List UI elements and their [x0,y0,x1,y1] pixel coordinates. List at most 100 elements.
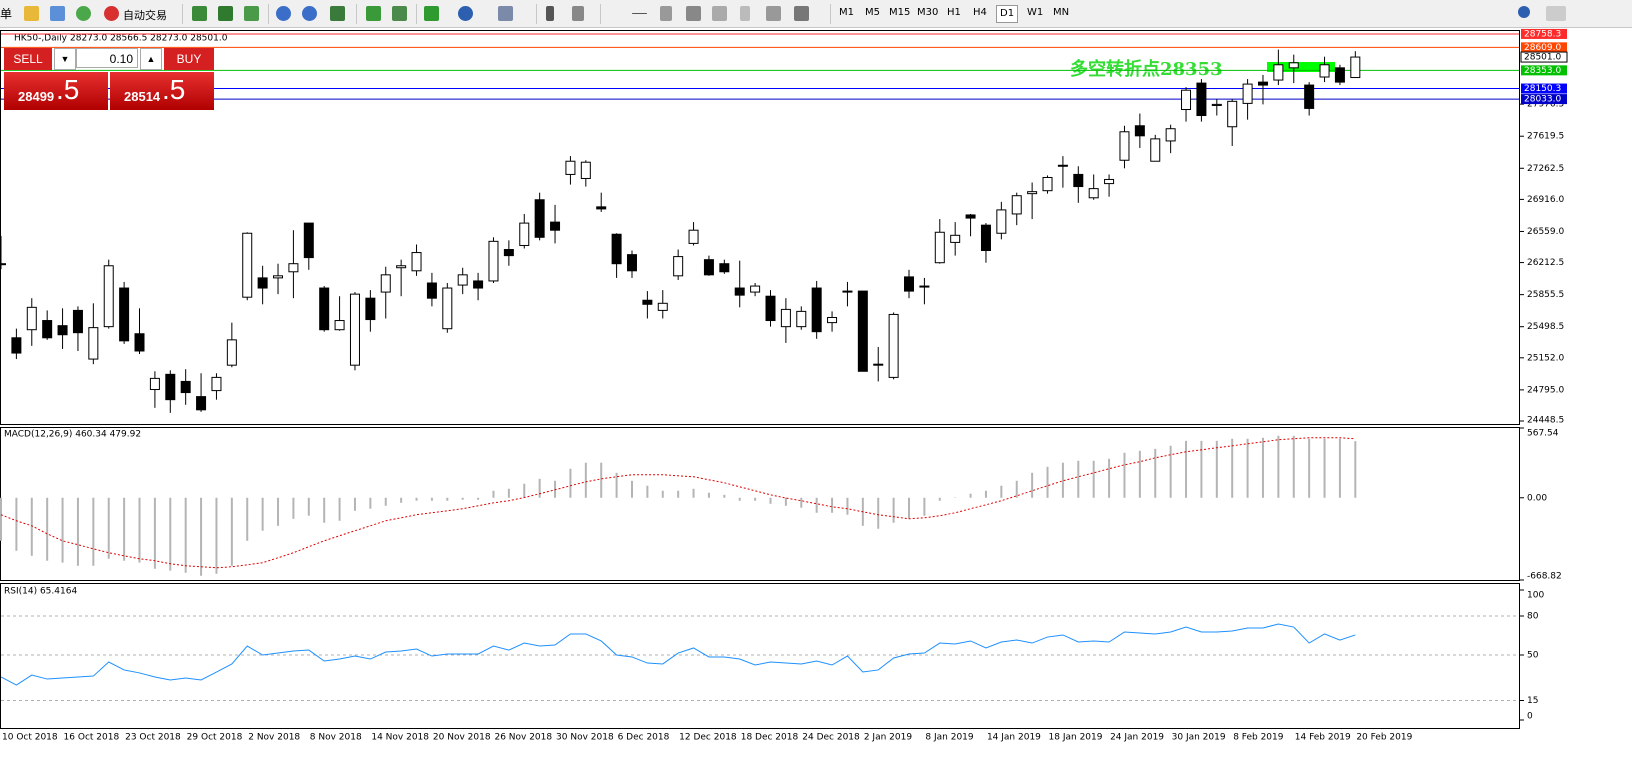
icon[interactable] [424,6,439,21]
candle-body [1211,103,1222,106]
timeframe[interactable]: M5 [865,7,880,18]
icon[interactable] [458,6,473,21]
x-tick-label: 14 Jan 2019 [987,733,1041,743]
candle-body [950,234,961,243]
candle-body [750,285,761,293]
y-tick-label: 24448.5 [1527,416,1564,426]
icon[interactable] [766,6,781,21]
x-tick-label: 8 Jan 2019 [925,733,973,743]
search[interactable] [1518,6,1530,18]
candle-body [11,337,22,354]
icon[interactable] [330,6,345,21]
icon[interactable] [24,6,39,21]
y-tick-label: 100 [1527,591,1544,601]
candle-body [488,240,499,282]
x-tick-label: 30 Jan 2019 [1172,733,1226,743]
icon[interactable] [712,6,727,21]
candle-body [1273,64,1284,81]
candle-body [596,206,607,210]
x-tick-label: 26 Nov 2018 [494,733,552,743]
candle-body [888,313,899,378]
price-label-box [1521,28,1567,39]
auto-trading[interactable]: 自动交易 [123,9,167,22]
icon[interactable] [392,6,407,21]
icon[interactable] [632,13,647,14]
timeframe[interactable]: M1 [839,7,854,18]
candle-body [873,363,884,366]
signal-line [0,437,1356,569]
ask-box[interactable]: 28514 .5 [110,72,214,110]
y-tick-label: -668.82 [1527,572,1562,582]
icon[interactable] [572,6,584,21]
candle-body [226,339,237,366]
y-tick-label: 26212.5 [1527,258,1564,268]
icon[interactable] [76,6,91,21]
menu-label[interactable]: 单 [0,7,13,21]
candle-body [257,277,268,289]
y-tick-label: 567.54 [1527,429,1559,439]
price-label: 28353.0 [1524,66,1561,76]
timeframe[interactable]: H1 [947,7,961,18]
candle-body [0,263,6,266]
timeframe[interactable]: M30 [917,7,939,18]
toolbar: 单 自动交易 M1 M5 M15 M30 H1 H4 D1 W1 MN [0,0,1632,28]
candle-body [103,265,114,328]
timeframe[interactable]: M15 [889,7,911,18]
timeframe[interactable]: MN [1053,7,1070,18]
macd-panel [0,427,1520,581]
candle-body [1073,173,1084,188]
candle-body [365,297,376,321]
bid-main: 28499 [18,89,55,104]
icon[interactable] [794,6,809,21]
y-tick-label: 26559.0 [1527,227,1564,237]
timeframe[interactable]: D1 [996,5,1019,23]
sell-button[interactable]: SELL [4,48,52,70]
lot-down[interactable]: ▼ [54,48,76,70]
marker-bar [1267,62,1335,72]
timeframe[interactable]: W1 [1027,7,1044,18]
candle-body [780,308,791,328]
candle-body [1150,138,1161,162]
x-tick-label: 30 Nov 2018 [556,733,614,743]
candle-body [673,256,684,277]
candle-body [734,287,745,296]
lot-input[interactable]: 0.10 [76,48,138,68]
icon[interactable] [498,6,513,21]
timeframe[interactable]: H4 [973,7,987,18]
candle-body [411,252,422,272]
candle-body [1334,67,1345,83]
icon[interactable] [302,6,317,21]
lot-up[interactable]: ▲ [140,48,162,70]
y-tick-label: 26916.0 [1527,195,1564,205]
icon[interactable] [546,6,554,21]
buy-button[interactable]: BUY [164,48,214,70]
icon[interactable] [192,6,207,21]
bid-box[interactable]: 28499 .5 [4,72,108,110]
icon[interactable] [244,6,259,21]
candle-body [565,160,576,175]
x-tick-label: 10 Oct 2018 [2,733,58,743]
candle-body [965,214,976,219]
candle-body [1042,176,1053,192]
icon[interactable] [686,6,701,21]
x-tick-label: 6 Dec 2018 [618,733,670,743]
x-tick-label: 16 Oct 2018 [64,733,120,743]
icon[interactable] [218,6,233,21]
candle-body [519,222,530,246]
icon[interactable] [104,6,119,21]
candle-body [657,302,668,311]
candle-body [442,287,453,330]
x-tick-label: 14 Feb 2019 [1295,733,1351,743]
icon[interactable] [660,6,672,21]
macd-title: MACD(12,26,9) 460.34 479.92 [4,430,141,440]
chat[interactable] [1546,6,1566,21]
icon[interactable] [50,6,65,21]
icon[interactable] [366,6,381,21]
candle-body [119,287,130,342]
candle-body [626,254,637,272]
y-tick-label: 27976.5 [1527,100,1564,110]
price-label: 28609.0 [1524,43,1561,53]
icon[interactable] [740,6,750,21]
x-tick-label: 18 Jan 2019 [1049,733,1103,743]
icon[interactable] [276,6,291,21]
